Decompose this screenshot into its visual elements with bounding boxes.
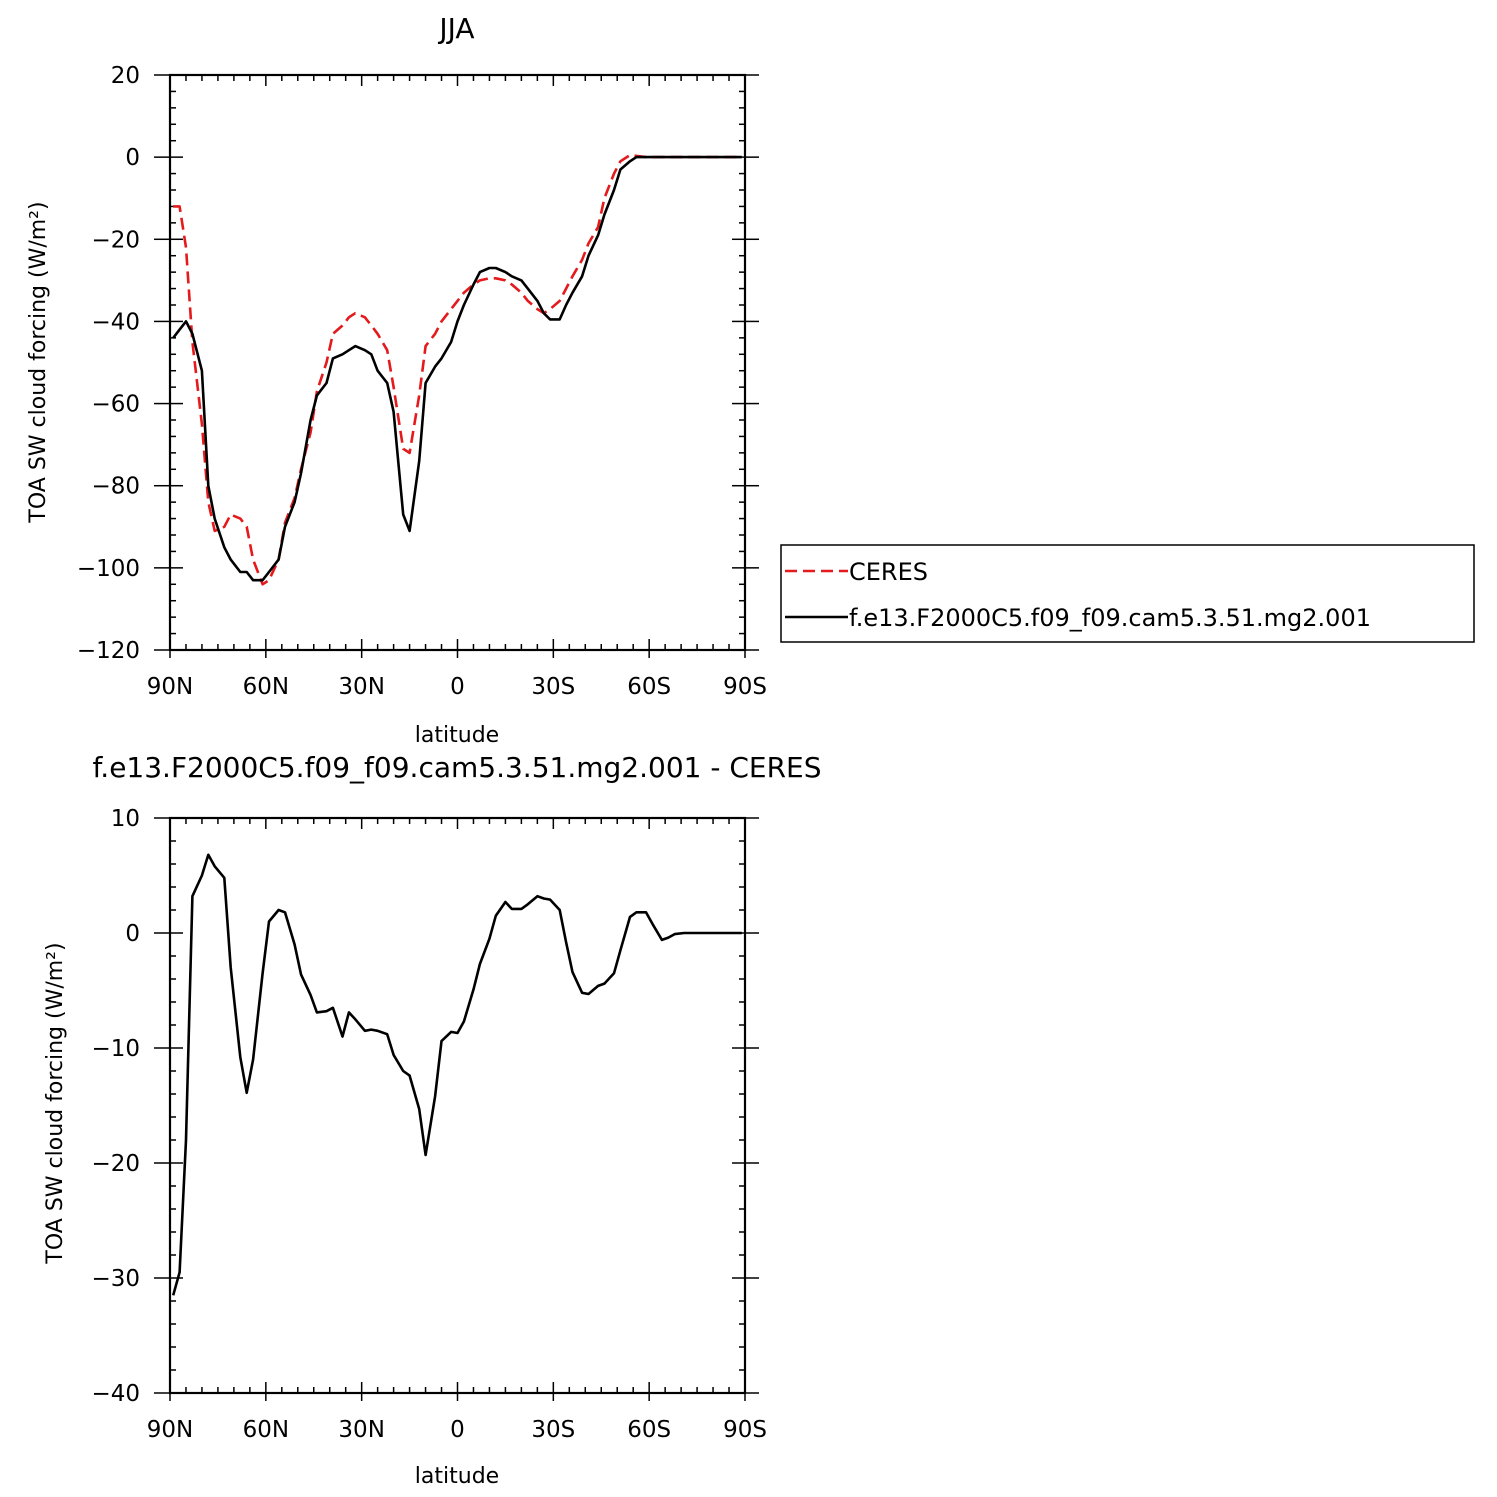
y-tick-label: −40 [91,309,140,335]
plot-frame [168,816,747,1395]
series-line-0 [173,153,742,586]
legend-label-model: f.e13.F2000C5.f09_f09.cam5.3.51.mg2.001 [849,604,1371,632]
x-tick-label: 0 [450,1417,465,1443]
series-line-0 [171,853,742,1296]
series-line-1 [172,155,742,582]
y-tick-label: 0 [125,921,140,947]
x-tick-label: 30S [531,674,575,700]
x-tick-label: 60S [627,1417,671,1443]
bottom-panel-title: f.e13.F2000C5.f09_f09.cam5.3.51.mg2.001 … [92,751,821,784]
top-panel-axes: 90N 60N 30N 0 30S 60S 90S 20 0 −20 −40 −60 −80 −100 −1… [77,63,767,700]
y-tick-label: −100 [77,556,140,582]
y-tick-label: 20 [111,63,140,89]
y-tick-label: −20 [91,227,140,253]
bottom-panel: f.e13.F2000C5.f09_f09.cam5.3.51.mg2.001 … [43,751,822,1489]
x-tick-label: 0 [450,674,465,700]
y-tick-label: −10 [91,1036,140,1062]
y-tick-label: 10 [111,806,140,832]
x-tick-label: 30N [338,674,384,700]
y-tick-label: −60 [91,392,140,418]
x-tick-label: 30S [531,1417,575,1443]
bottom-panel-ylabel: TOA SW cloud forcing (W/m²) [43,942,68,1264]
y-tick-label: −80 [91,474,140,500]
top-panel-xlabel: latitude [415,723,499,748]
x-tick-label: 60N [243,1417,289,1443]
bottom-panel-xlabel: latitude [415,1464,499,1489]
bottom-panel-axes: 90N 60N 30N 0 30S 60S 90S 10 0 −10 −20 −30 −40 [91,806,766,1443]
plot-frame [168,73,747,652]
legend-box [780,544,1475,643]
legend: CERES f.e13.F2000C5.f09_f09.cam5.3.51.mg… [780,544,1475,643]
y-tick-label: −120 [77,638,140,664]
legend-label-ceres: CERES [849,558,928,586]
top-panel: JJA 90N 60N 30N 0 30S 60S 90S 20 0 −20 −40 −60 −80 −1… [26,12,767,748]
y-tick-label: −40 [91,1381,140,1407]
x-tick-label: 60N [243,674,289,700]
x-tick-label: 90N [147,674,193,700]
x-tick-label: 60S [627,674,671,700]
top-panel-ylabel: TOA SW cloud forcing (W/m²) [26,201,51,523]
y-tick-label: −30 [91,1266,140,1292]
x-tick-label: 90S [723,1417,767,1443]
x-tick-label: 90N [147,1417,193,1443]
x-tick-label: 90S [723,674,767,700]
x-tick-label: 30N [338,1417,384,1443]
y-tick-label: −20 [91,1151,140,1177]
top-panel-title: JJA [437,12,474,45]
y-tick-label: 0 [125,145,140,171]
